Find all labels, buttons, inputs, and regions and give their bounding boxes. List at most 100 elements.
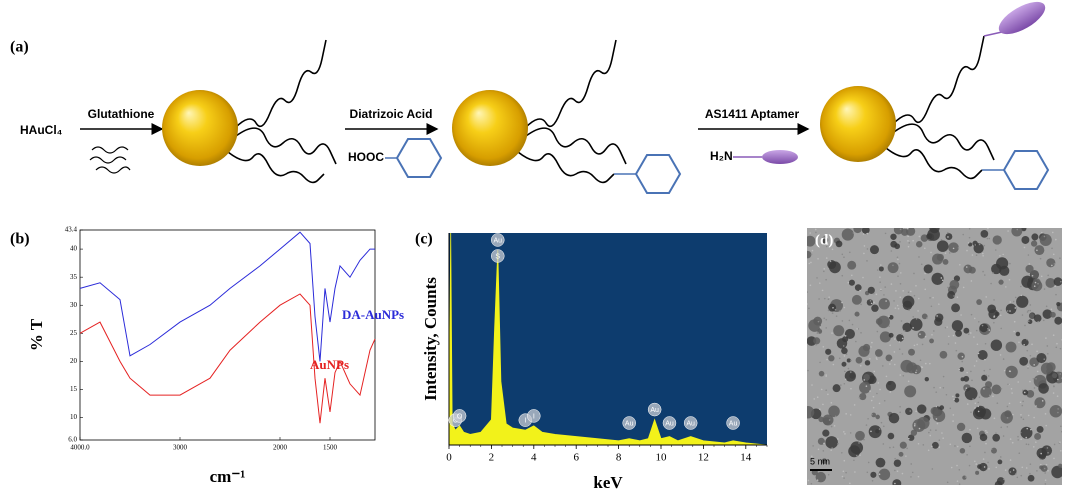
tem-grain [990, 283, 992, 285]
tem-grain [926, 317, 928, 319]
tem-grain [856, 328, 858, 330]
tem-particle [847, 358, 851, 362]
tem-grain [1054, 285, 1056, 287]
tem-grain [835, 309, 837, 311]
tem-particle [931, 273, 943, 285]
tem-grain [1028, 444, 1030, 446]
diatrizoic-ring [636, 155, 680, 193]
tem-grain [825, 319, 827, 321]
tem-grain [824, 298, 826, 300]
tem-grain [833, 364, 835, 366]
tem-grain [1029, 473, 1031, 475]
tem-grain [817, 258, 819, 260]
tem-grain [823, 271, 825, 273]
tem-grain [880, 264, 882, 266]
tem-grain [1030, 429, 1032, 431]
tem-particle [901, 229, 908, 236]
tem-grain [843, 345, 845, 347]
tem-grain [947, 236, 949, 238]
tem-grain [815, 344, 817, 346]
tem-grain [935, 391, 937, 393]
tem-particle [804, 236, 815, 247]
tem-grain [842, 476, 844, 478]
tem-grain [958, 469, 960, 471]
tem-grain [909, 410, 911, 412]
tem-grain [854, 471, 856, 473]
tem-grain [987, 228, 989, 230]
tem-grain [1030, 304, 1032, 306]
tem-particle [1046, 258, 1055, 267]
tem-grain [828, 298, 830, 300]
tem-grain [941, 277, 943, 279]
tem-particle [849, 280, 855, 286]
tem-grain [811, 254, 813, 256]
tem-particle [932, 442, 939, 449]
tem-grain [939, 446, 941, 448]
tem-grain [822, 404, 824, 406]
tem-particle [828, 406, 840, 418]
tem-grain [1024, 325, 1026, 327]
legend-label: DA-AuNPs [342, 307, 404, 322]
tem-grain [1017, 436, 1019, 438]
tem-grain [1029, 263, 1031, 265]
tem-grain [902, 290, 904, 292]
tem-particle [875, 349, 883, 357]
tem-grain [882, 365, 884, 367]
tem-grain [1020, 417, 1022, 419]
tem-grain [982, 255, 984, 257]
x-tick-label: 4000.0 [70, 444, 90, 452]
tem-grain [902, 473, 904, 475]
tem-grain [997, 402, 999, 404]
tem-grain [867, 248, 869, 250]
tem-grain [942, 279, 944, 281]
tem-particle [894, 459, 901, 466]
tem-grain [971, 314, 973, 316]
tem-grain [1044, 288, 1046, 290]
tem-grain [889, 344, 891, 346]
tem-particle [837, 338, 847, 348]
ligand-chain [228, 152, 324, 182]
tem-grain [1043, 320, 1045, 322]
x-tick-label: 2 [489, 452, 495, 464]
tem-grain [1035, 441, 1037, 443]
tem-grain [977, 402, 979, 404]
tem-grain [941, 239, 943, 241]
tem-grain [870, 431, 872, 433]
tem-grain [883, 425, 885, 427]
tem-grain [966, 372, 968, 374]
tem-particle [1038, 383, 1049, 394]
tem-grain [1045, 425, 1047, 427]
tem-grain [878, 382, 880, 384]
tem-grain [845, 335, 847, 337]
tem-grain [982, 253, 984, 255]
tem-grain [1060, 281, 1062, 283]
tem-grain [876, 293, 878, 295]
tem-grain [989, 369, 991, 371]
tem-grain [1011, 388, 1013, 390]
tem-grain [966, 250, 968, 252]
tem-grain [943, 376, 945, 378]
tem-grain [1037, 371, 1039, 373]
ligand-chain [518, 152, 614, 182]
tem-particle [955, 393, 959, 397]
tem-grain [1041, 276, 1043, 278]
tem-particle [833, 384, 841, 392]
tem-particle [957, 352, 964, 359]
tem-grain [836, 315, 838, 317]
tem-grain [871, 342, 873, 344]
tem-grain [977, 428, 979, 430]
tem-grain [853, 459, 855, 461]
tem-grain [959, 483, 961, 485]
tem-grain [1020, 438, 1022, 440]
tem-grain [1011, 392, 1013, 394]
tem-particle [1028, 475, 1035, 482]
tem-grain [1024, 392, 1026, 394]
tem-grain [825, 327, 827, 329]
tem-grain [873, 302, 875, 304]
tem-grain [844, 355, 846, 357]
tem-grain [893, 446, 895, 448]
tem-grain [983, 388, 985, 390]
x-tick-label: 10 [656, 452, 668, 464]
tem-grain [914, 345, 916, 347]
tem-particle [880, 331, 891, 342]
